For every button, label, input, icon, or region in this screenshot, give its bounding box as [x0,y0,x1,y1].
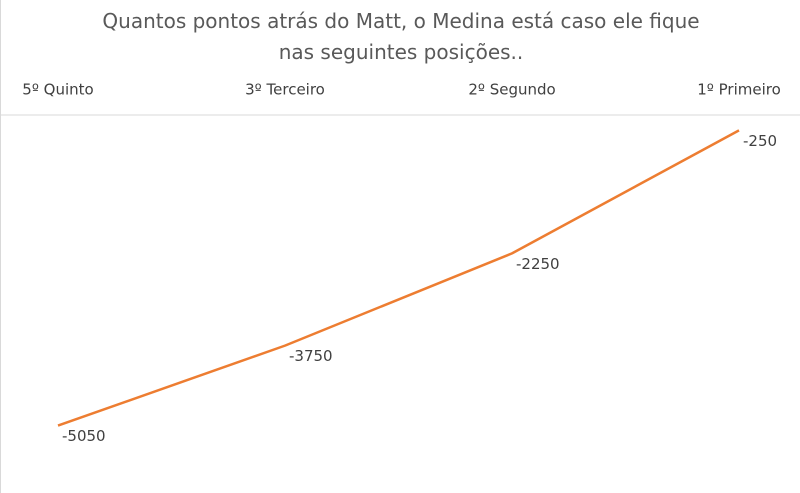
data-label: -3750 [289,347,333,365]
x-tick-label: 5º Quinto [22,81,93,99]
data-label: -5050 [62,427,106,445]
data-label: -2250 [516,255,560,273]
line-series [57,129,740,427]
data-label: -250 [743,132,777,150]
x-tick-label: 1º Primeiro [697,81,781,99]
x-tick-label: 3º Terceiro [245,81,325,99]
chart-title: Quantos pontos atrás do Matt, o Medina e… [102,9,700,64]
x-tick-label: 2º Segundo [468,81,555,99]
